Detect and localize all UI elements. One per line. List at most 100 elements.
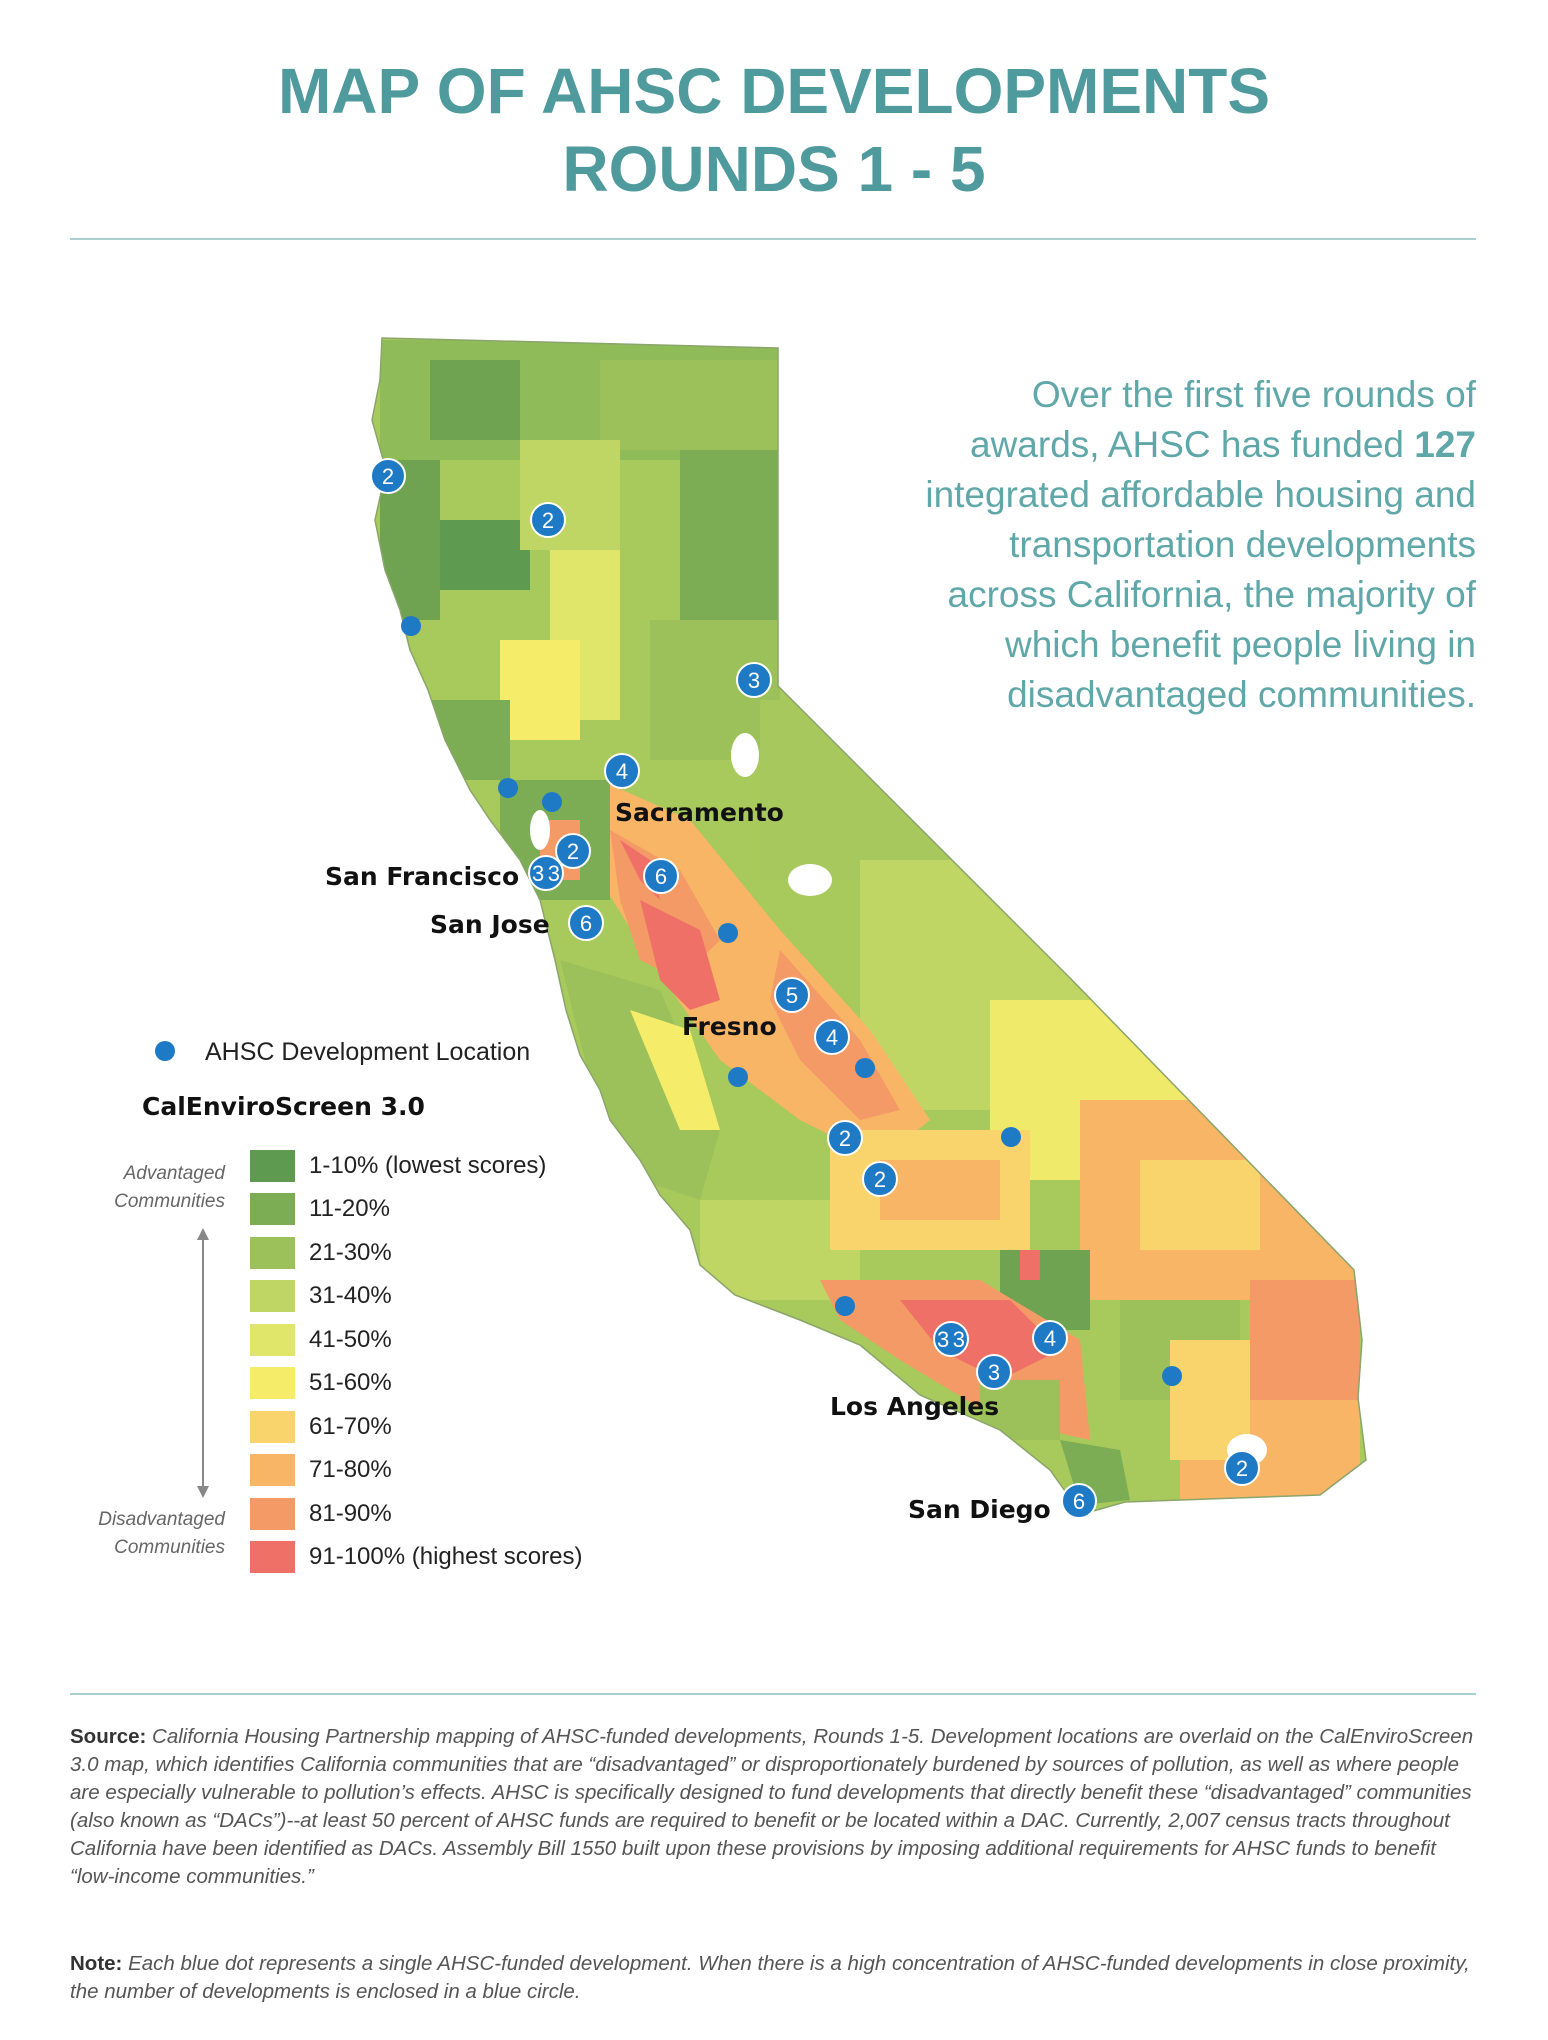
legend-swatch: [250, 1541, 295, 1574]
legend-swatch: [250, 1410, 295, 1443]
marker-count: 4: [616, 759, 628, 784]
development-dot-marker[interactable]: [542, 792, 562, 812]
legend-label: 71-80%: [309, 1456, 392, 1484]
development-cluster-marker[interactable]: 2: [827, 1120, 863, 1156]
development-cluster-marker[interactable]: 2: [555, 833, 591, 869]
city-label-san-jose: San Jose: [430, 910, 550, 939]
marker-circle: [370, 458, 406, 494]
legend-title: CalEnviroScreen 3.0: [142, 1092, 425, 1121]
city-label-sacramento: Sacramento: [615, 798, 784, 827]
marker-count: 3: [988, 1360, 1000, 1385]
legend-swatch: [250, 1323, 295, 1356]
marker-circle: [1224, 1450, 1260, 1486]
development-dot-marker[interactable]: [835, 1296, 855, 1316]
marker-circle: [528, 855, 564, 891]
development-cluster-marker[interactable]: 6: [643, 858, 679, 894]
development-dot-marker[interactable]: [718, 923, 738, 943]
legend-swatch: [250, 1454, 295, 1487]
marker-circle: [604, 753, 640, 789]
note-text: Each blue dot represents a single AHSC-f…: [70, 1952, 1470, 2003]
city-labels: Sacramento San Francisco San Jose Fresno…: [325, 798, 1051, 1524]
marker-circle: [1032, 1320, 1068, 1356]
development-dot-marker[interactable]: [728, 1067, 748, 1087]
development-cluster-marker[interactable]: 3: [736, 662, 772, 698]
marker-circle: [1162, 1366, 1182, 1386]
summary-blurb: Over the first five rounds of awards, AH…: [916, 370, 1476, 720]
development-cluster-marker[interactable]: 6: [568, 905, 604, 941]
source-label: Source:: [70, 1725, 147, 1748]
marker-circle: [835, 1296, 855, 1316]
page-title: MAP OF AHSC DEVELOPMENTS ROUNDS 1 - 5: [0, 52, 1548, 208]
marker-circle: [814, 1019, 850, 1055]
development-dot-marker[interactable]: [855, 1058, 875, 1078]
marker-circle: [568, 905, 604, 941]
legend-item: 61-70%: [250, 1405, 582, 1449]
marker-circle: [774, 977, 810, 1013]
development-cluster-marker[interactable]: 2: [370, 458, 406, 494]
marker-circle: [542, 792, 562, 812]
development-cluster-marker[interactable]: 2: [530, 502, 566, 538]
legend-label: 31-40%: [309, 1282, 392, 1310]
disadvantaged-label: Disadvantaged Communities: [98, 1509, 225, 1558]
city-label-los-angeles: Los Angeles: [830, 1392, 999, 1421]
legend-label: 11-20%: [309, 1195, 390, 1223]
development-dot-marker[interactable]: [401, 616, 421, 636]
development-dot-marker[interactable]: [498, 778, 518, 798]
legend-item: 81-90%: [250, 1492, 582, 1536]
marker-circle: [643, 858, 679, 894]
development-cluster-marker[interactable]: 6: [1061, 1483, 1097, 1519]
legend-swatch: [250, 1236, 295, 1269]
marker-count: 3: [748, 668, 760, 693]
development-cluster-marker[interactable]: 4: [604, 753, 640, 789]
development-dot-marker[interactable]: [1162, 1366, 1182, 1386]
legend-item: 51-60%: [250, 1362, 582, 1406]
legend-item: 1-10% (lowest scores): [250, 1144, 582, 1188]
legend-swatch: [250, 1497, 295, 1530]
legend-list: 1-10% (lowest scores) 11-20% 21-30% 31-40% 4…: [250, 1144, 582, 1579]
marker-count: 6: [1073, 1489, 1085, 1514]
legend-label: 61-70%: [309, 1412, 392, 1440]
marker-circle: [855, 1058, 875, 1078]
source-note: Source: California Housing Partnership m…: [70, 1723, 1480, 1891]
title-line-2: ROUNDS 1 - 5: [562, 133, 986, 205]
marker-circle: [1061, 1483, 1097, 1519]
legend-item: 31-40%: [250, 1275, 582, 1319]
marker-circle: [862, 1161, 898, 1197]
lake-tahoe: [731, 733, 759, 777]
development-cluster-marker[interactable]: 33: [528, 855, 564, 891]
mono-lake: [788, 864, 832, 896]
legend-swatch: [250, 1149, 295, 1182]
blurb-count: 127: [1414, 424, 1476, 465]
development-cluster-marker[interactable]: 2: [862, 1161, 898, 1197]
san-francisco-bay: [530, 810, 550, 850]
scale-arrow-icon: [197, 1228, 209, 1498]
marker-circle: [728, 1067, 748, 1087]
development-cluster-marker[interactable]: 4: [814, 1019, 850, 1055]
marker-count: 2: [874, 1167, 886, 1192]
development-cluster-marker[interactable]: 33: [933, 1321, 969, 1357]
marker-count: 4: [1044, 1326, 1056, 1351]
marker-circle: [736, 662, 772, 698]
marker-circle: [555, 833, 591, 869]
legend-label: 1-10% (lowest scores): [309, 1151, 547, 1179]
city-label-fresno: Fresno: [682, 1012, 777, 1041]
marker-circle: [1001, 1127, 1021, 1147]
blurb-text-end: integrated affordable housing and transp…: [925, 474, 1476, 715]
marker-count: 4: [826, 1025, 838, 1050]
development-cluster-marker[interactable]: 2: [1224, 1450, 1260, 1486]
legend-label: 21-30%: [309, 1238, 392, 1266]
development-cluster-marker[interactable]: 5: [774, 977, 810, 1013]
marker-count: 2: [382, 464, 394, 489]
marker-count: 2: [839, 1126, 851, 1151]
legend-label: 81-90%: [309, 1499, 392, 1527]
marker-circle: [933, 1321, 969, 1357]
marker-circle: [498, 778, 518, 798]
legend-item: 41-50%: [250, 1318, 582, 1362]
development-cluster-marker[interactable]: 4: [1032, 1320, 1068, 1356]
development-dot-marker[interactable]: [1001, 1127, 1021, 1147]
development-cluster-marker[interactable]: 3: [976, 1354, 1012, 1390]
marker-count: 6: [655, 864, 667, 889]
blurb-text-start: Over the first five rounds of awards, AH…: [970, 374, 1476, 465]
